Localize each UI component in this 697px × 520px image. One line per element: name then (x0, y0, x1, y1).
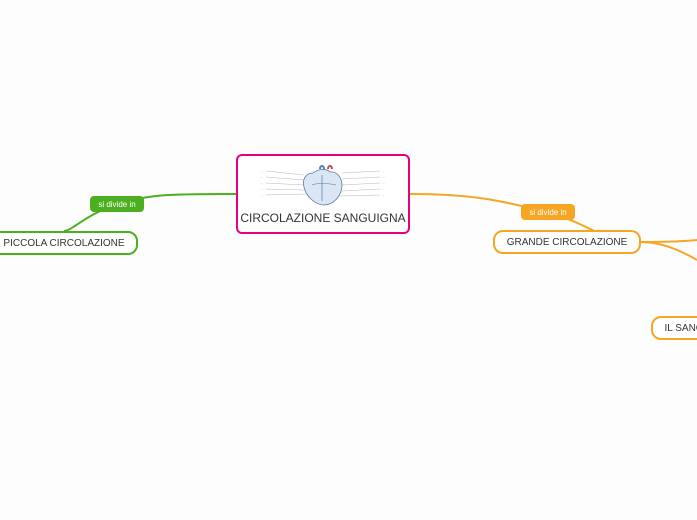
edge (641, 242, 697, 260)
sangue-node[interactable]: IL SANGUE (651, 316, 697, 340)
svg-text:—: — (382, 169, 385, 173)
svg-text:—: — (260, 193, 263, 197)
left-label: PICCOLA CIRCOLAZIONE (3, 238, 124, 249)
svg-text:—: — (260, 175, 263, 179)
right-label: GRANDE CIRCOLAZIONE (507, 237, 628, 248)
root-node[interactable]: — — — — — — — — — — CIRCOLAZIONE SANGUIGNA (236, 154, 410, 234)
edge-layer (0, 0, 697, 520)
heart-illustration: — — — — — — — — — — (258, 163, 388, 207)
svg-text:—: — (382, 175, 385, 179)
root-label: CIRCOLAZIONE SANGUIGNA (240, 211, 405, 225)
right-edge-label: si divide in (521, 204, 575, 220)
svg-text:—: — (382, 193, 385, 197)
left-edge-label: si divide in (90, 196, 144, 212)
svg-text:—: — (382, 187, 385, 191)
right-node[interactable]: GRANDE CIRCOLAZIONE (493, 230, 641, 254)
svg-text:—: — (382, 181, 385, 185)
right-edge-text: si divide in (529, 208, 566, 217)
svg-text:—: — (260, 169, 263, 173)
sangue-label: IL SANGUE (665, 323, 697, 334)
svg-text:—: — (260, 181, 263, 185)
svg-text:—: — (260, 187, 263, 191)
left-node[interactable]: PICCOLA CIRCOLAZIONE (0, 231, 138, 255)
left-edge-text: si divide in (98, 200, 135, 209)
mindmap-canvas: — — — — — — — — — — CIRCOLAZIONE SANGUIGNA PICCO… (0, 0, 697, 520)
